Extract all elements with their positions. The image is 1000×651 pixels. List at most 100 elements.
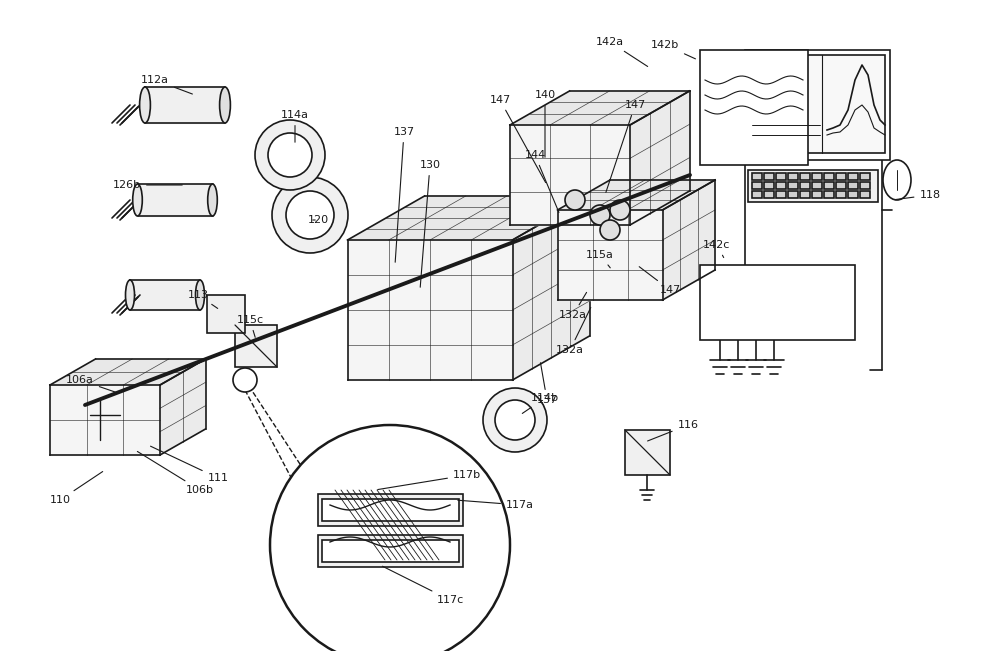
Text: 132a: 132a (559, 292, 587, 320)
Polygon shape (348, 240, 512, 380)
Text: 137: 137 (536, 363, 558, 405)
Text: 115a: 115a (586, 250, 614, 268)
Bar (848, 182, 858, 189)
Bar (752, 173, 762, 180)
Polygon shape (558, 180, 715, 210)
Bar (764, 182, 774, 189)
Bar (824, 182, 834, 189)
Circle shape (590, 205, 610, 225)
Bar (207, 295, 245, 333)
Polygon shape (160, 359, 206, 455)
Text: 117a: 117a (458, 500, 534, 510)
Bar (836, 173, 846, 180)
Text: 106a: 106a (66, 375, 115, 392)
Text: 114b: 114b (522, 393, 559, 413)
Bar (764, 173, 774, 180)
Circle shape (255, 120, 325, 190)
Bar (748, 170, 878, 202)
Polygon shape (50, 359, 206, 385)
Ellipse shape (133, 184, 142, 216)
Bar (700, 50, 808, 165)
Text: 120: 120 (307, 215, 329, 225)
Bar (836, 191, 846, 198)
Ellipse shape (220, 87, 230, 123)
Polygon shape (630, 91, 690, 225)
Ellipse shape (140, 87, 150, 123)
Text: 132a: 132a (556, 307, 591, 355)
Text: 106b: 106b (137, 451, 214, 495)
Bar (788, 173, 798, 180)
Bar (812, 191, 822, 198)
Bar (745, 50, 890, 160)
Circle shape (270, 425, 510, 651)
Text: 118: 118 (895, 190, 941, 200)
Bar (860, 182, 870, 189)
Text: 126b: 126b (113, 180, 182, 190)
Polygon shape (662, 180, 715, 300)
Circle shape (233, 368, 257, 392)
Bar (318, 494, 463, 526)
Text: 137: 137 (393, 127, 415, 262)
Bar (322, 499, 459, 521)
Bar (700, 265, 855, 340)
Bar (788, 191, 798, 198)
Text: 111: 111 (151, 446, 228, 483)
Text: 147: 147 (606, 100, 646, 192)
Polygon shape (50, 385, 160, 455)
Bar (848, 173, 858, 180)
Text: 117b: 117b (378, 470, 481, 490)
Bar (812, 173, 822, 180)
Bar (812, 182, 822, 189)
Circle shape (600, 220, 620, 240)
Polygon shape (510, 125, 630, 225)
Text: 117c: 117c (382, 566, 464, 605)
Circle shape (272, 177, 348, 253)
Polygon shape (138, 184, 212, 216)
Text: 142b: 142b (651, 40, 695, 59)
Bar (776, 182, 786, 189)
Polygon shape (510, 91, 690, 125)
Bar (848, 191, 858, 198)
Text: 115c: 115c (236, 315, 264, 337)
Bar (318, 535, 463, 567)
Text: 114a: 114a (281, 110, 309, 142)
Bar (752, 182, 762, 189)
Bar (235, 325, 277, 367)
Ellipse shape (883, 160, 911, 200)
Polygon shape (512, 196, 590, 380)
Bar (860, 191, 870, 198)
Text: 140: 140 (534, 90, 556, 158)
Bar (860, 173, 870, 180)
Text: 110: 110 (50, 471, 103, 505)
Bar (764, 191, 774, 198)
Polygon shape (348, 196, 590, 240)
Polygon shape (145, 87, 225, 123)
Bar (788, 182, 798, 189)
Circle shape (286, 191, 334, 239)
Bar (800, 182, 810, 189)
Circle shape (483, 388, 547, 452)
Text: 147: 147 (639, 267, 681, 295)
Bar (625, 430, 670, 475)
Text: 144: 144 (524, 150, 559, 212)
Ellipse shape (126, 280, 134, 310)
Ellipse shape (196, 280, 205, 310)
Bar (824, 191, 834, 198)
Polygon shape (130, 280, 200, 310)
Text: 147: 147 (489, 95, 546, 182)
Bar (836, 182, 846, 189)
Circle shape (268, 133, 312, 177)
Bar (800, 191, 810, 198)
Text: 112a: 112a (141, 75, 192, 94)
Bar (800, 173, 810, 180)
Text: 142c: 142c (703, 240, 731, 258)
Bar (824, 173, 834, 180)
Text: 113: 113 (188, 290, 218, 309)
Text: 130: 130 (420, 160, 440, 287)
Bar (776, 173, 786, 180)
Text: 142a: 142a (596, 37, 648, 66)
Polygon shape (558, 210, 662, 300)
Ellipse shape (208, 184, 217, 216)
Circle shape (610, 200, 630, 220)
Circle shape (565, 190, 585, 210)
